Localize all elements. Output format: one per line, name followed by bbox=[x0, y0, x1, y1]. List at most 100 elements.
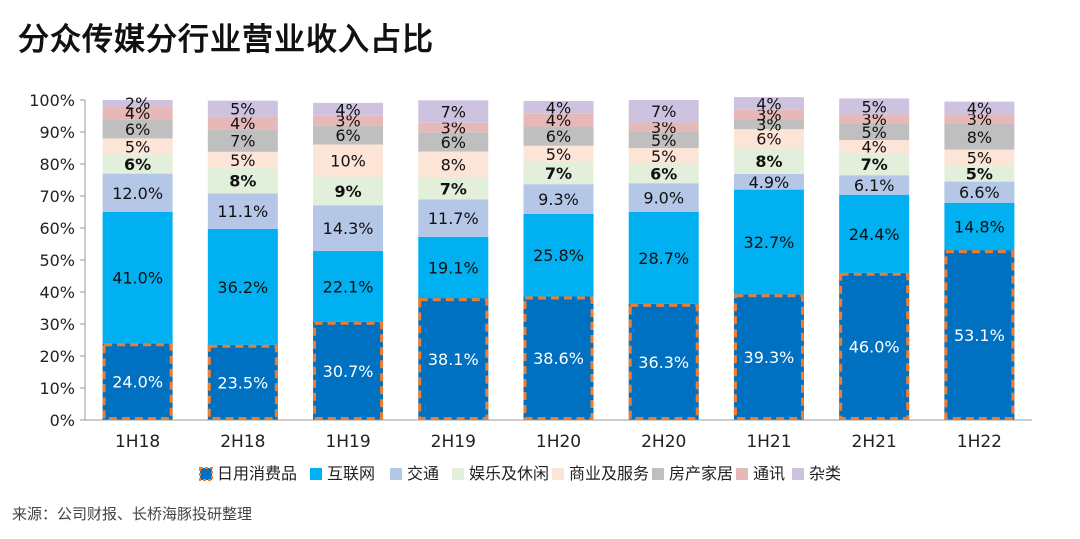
highlight-dashed-outline bbox=[523, 296, 594, 421]
bar-group-2H20: 36.3%28.7%9.0%6%5%5%3%7% bbox=[628, 100, 699, 420]
bar-segment bbox=[102, 119, 173, 139]
x-tick-label: 1H18 bbox=[115, 432, 160, 452]
data-label: 5% bbox=[861, 97, 886, 116]
data-label: 23.5% bbox=[217, 373, 268, 392]
bar-group-1H22: 53.1%14.8%6.6%5%5%8%3%4% bbox=[944, 99, 1015, 420]
legend-swatch bbox=[310, 468, 322, 480]
x-tick-label: 1H21 bbox=[746, 432, 791, 452]
legend-swatch bbox=[792, 468, 804, 480]
data-label: 4% bbox=[125, 104, 150, 123]
bar-segment bbox=[102, 138, 173, 155]
axes: 0% 10% 20% 30% 40% 50% 60% 70% 80% 90% 100% 1H18 2H1… bbox=[29, 91, 1032, 452]
bar-segment bbox=[839, 98, 910, 115]
bar-segment bbox=[207, 129, 278, 152]
data-label: 4% bbox=[546, 111, 571, 130]
bar-group-2H21: 46.0%24.4%6.1%7%4%5%3%5% bbox=[839, 97, 910, 420]
bar-group-2H19: 38.1%19.1%11.7%7%8%6%3%7% bbox=[418, 100, 489, 420]
bar-segment bbox=[733, 129, 804, 149]
bar-segment bbox=[733, 173, 804, 190]
highlight-dashed-outline bbox=[207, 344, 278, 420]
highlight-dashed-outline bbox=[102, 343, 173, 421]
bar-segment bbox=[523, 100, 594, 114]
bar-segment bbox=[733, 189, 804, 295]
legend-label: 通讯 bbox=[753, 464, 785, 483]
bar-segment bbox=[839, 175, 910, 195]
data-label: 30.7% bbox=[323, 362, 374, 381]
data-label: 38.1% bbox=[428, 350, 479, 369]
data-label: 41.0% bbox=[112, 269, 163, 288]
data-label: 6% bbox=[546, 127, 571, 146]
bar-segment bbox=[418, 132, 489, 152]
data-label: 11.1% bbox=[217, 202, 268, 221]
bar-segment bbox=[418, 151, 489, 178]
data-label: 6% bbox=[441, 133, 466, 152]
bar-segment bbox=[207, 151, 278, 168]
legend-label: 日用消费品 bbox=[217, 464, 297, 483]
data-label: 4% bbox=[861, 137, 886, 156]
bar-group-1H18: 24.0%41.0%12.0%6%5%6%4%2% bbox=[102, 94, 173, 421]
bar-segment bbox=[102, 343, 173, 420]
legend-label: 杂类 bbox=[809, 464, 841, 483]
bar-segment bbox=[839, 114, 910, 124]
data-label: 28.7% bbox=[638, 249, 689, 268]
bar-segment bbox=[418, 298, 489, 420]
bar-group-2H18: 23.5%36.2%11.1%8%5%7%4%5% bbox=[207, 100, 278, 420]
bar-segment bbox=[418, 177, 489, 200]
data-label: 6.1% bbox=[854, 176, 895, 195]
bar-segment bbox=[628, 212, 699, 304]
bar-segment bbox=[207, 167, 278, 194]
bar-segment bbox=[944, 181, 1015, 203]
data-label: 3% bbox=[335, 111, 360, 130]
bar-segment bbox=[207, 344, 278, 420]
y-tick-label: 10% bbox=[39, 379, 75, 398]
bar-segment bbox=[839, 194, 910, 273]
source-note: 来源：公司财报、长桥海豚投研整理 bbox=[12, 505, 253, 523]
legend-item: 互联网 bbox=[310, 464, 375, 483]
y-tick-label: 30% bbox=[39, 315, 75, 334]
data-label: 3% bbox=[651, 118, 676, 137]
legend-swatch bbox=[552, 468, 564, 480]
y-tick-label: 80% bbox=[39, 155, 75, 174]
highlight-dashed-outline bbox=[733, 294, 804, 420]
highlight-dashed-outline bbox=[628, 303, 699, 420]
bar-segment bbox=[313, 251, 384, 322]
bar-segment bbox=[839, 124, 910, 140]
y-tick-label: 40% bbox=[39, 283, 75, 302]
bar-segment bbox=[733, 294, 804, 420]
highlight-dashed-outline bbox=[418, 298, 489, 420]
data-label: 7% bbox=[545, 164, 572, 183]
bar-segment bbox=[313, 321, 384, 420]
bar-group-1H20: 38.6%25.8%9.3%7%5%6%4%4% bbox=[523, 98, 594, 421]
y-tick-label: 70% bbox=[39, 187, 75, 206]
chart-title: 分众传媒分行业营业收入占比 bbox=[18, 22, 434, 58]
bar-segment bbox=[628, 148, 699, 164]
bar-segment bbox=[628, 122, 699, 132]
data-label: 32.7% bbox=[744, 233, 795, 252]
data-label: 9% bbox=[334, 182, 361, 201]
bar-segment bbox=[944, 165, 1015, 182]
bar-segment bbox=[207, 100, 278, 117]
data-label: 3% bbox=[861, 110, 886, 129]
data-label: 5% bbox=[967, 149, 992, 168]
y-tick-label: 100% bbox=[29, 91, 75, 110]
legend-item: 杂类 bbox=[792, 464, 841, 483]
bar-segment bbox=[313, 115, 384, 126]
bar-segment bbox=[523, 126, 594, 146]
bar-segment bbox=[839, 140, 910, 153]
bar-segment bbox=[313, 102, 384, 116]
y-tick-label: 20% bbox=[39, 347, 75, 366]
data-label: 3% bbox=[756, 106, 781, 125]
data-label: 9.3% bbox=[538, 190, 579, 209]
bar-group-1H19: 30.7% 22.1% 14.3% 9% 10% 6%3%4% bbox=[313, 100, 384, 421]
highlight-dashed-outline bbox=[839, 272, 910, 420]
legend: 日用消费品 互联网 交通 娱乐及休闲 商业及服务 房产家居 通讯 杂类 bbox=[199, 464, 841, 483]
bar-segment bbox=[839, 272, 910, 420]
bar-segment bbox=[523, 113, 594, 127]
y-tick-label: 90% bbox=[39, 123, 75, 142]
data-label: 3% bbox=[967, 110, 992, 129]
data-label: 3% bbox=[441, 119, 466, 138]
bar-segment bbox=[733, 97, 804, 110]
data-label: 14.3% bbox=[323, 219, 374, 238]
data-label: 9.0% bbox=[643, 189, 684, 208]
bar-segment bbox=[102, 100, 173, 107]
